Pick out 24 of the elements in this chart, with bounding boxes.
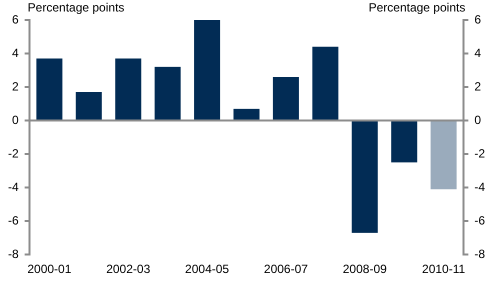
y-tick-label: -2 xyxy=(8,146,19,160)
y-axis-title: Percentage points xyxy=(28,0,124,14)
x-tick-label: 2002-03 xyxy=(106,262,151,276)
x-tick-label: 2010-11 xyxy=(422,262,466,276)
y2-tick-label: -2 xyxy=(474,146,486,160)
y2-axis-title: Percentage points xyxy=(368,0,466,14)
y-tick-label: 0 xyxy=(12,112,19,127)
x-tick-label: 2004-05 xyxy=(185,262,230,276)
y-tick-label: -6 xyxy=(8,213,19,228)
y2-tick-label: -4 xyxy=(474,180,486,194)
y2-tick-label: 0 xyxy=(474,112,482,127)
x-tick-label: 2008-09 xyxy=(342,262,388,276)
y2-tick-label: 2 xyxy=(474,79,482,94)
y-tick-label: 6 xyxy=(12,12,19,26)
y2-tick-label: -8 xyxy=(474,246,486,261)
y2-tick-label: 6 xyxy=(474,12,482,26)
y2-tick-label: -6 xyxy=(474,213,486,228)
y-tick-label: -8 xyxy=(8,246,19,261)
y-tick-label: 2 xyxy=(12,79,19,94)
x-tick-label: 2006-07 xyxy=(264,262,308,276)
y-tick-label: 4 xyxy=(12,46,19,60)
y-tick-label: -4 xyxy=(8,180,19,194)
y2-tick-label: 4 xyxy=(474,46,482,60)
x-tick-label: 2000-01 xyxy=(27,262,72,276)
